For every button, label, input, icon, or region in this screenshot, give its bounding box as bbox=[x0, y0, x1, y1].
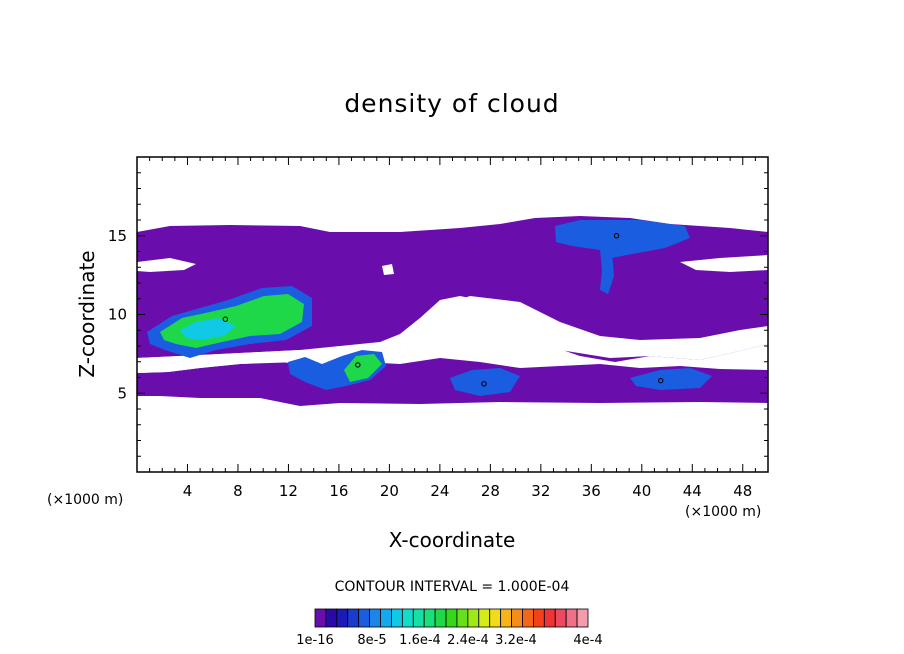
y-tick-label: 15 bbox=[108, 227, 127, 245]
colorbar-swatch bbox=[511, 608, 523, 628]
colorbar-swatch bbox=[434, 608, 447, 628]
colorbar-swatch bbox=[478, 608, 491, 628]
contour-interval-label: CONTOUR INTERVAL = 1.000E-04 bbox=[335, 579, 570, 595]
cloud-core-right-blue bbox=[555, 220, 690, 258]
colorbar-swatch bbox=[522, 608, 534, 628]
cloud-core-marker bbox=[481, 381, 487, 387]
cloud-gap bbox=[137, 258, 196, 272]
x-tick-label: 4 bbox=[183, 482, 193, 500]
x-axis-label: X-coordinate bbox=[389, 528, 516, 552]
x-tick-label: 20 bbox=[380, 482, 399, 500]
y-axis-label: Z-coordinate bbox=[75, 250, 99, 377]
cloud-core-marker bbox=[355, 362, 361, 368]
colorbar-swatch bbox=[489, 608, 502, 628]
x-tick-label: 8 bbox=[233, 482, 243, 500]
x-unit-label-right: (×1000 m) bbox=[685, 504, 761, 520]
colorbar-swatch bbox=[401, 608, 414, 628]
colorbar-swatch bbox=[380, 608, 392, 628]
colorbar-swatch bbox=[533, 608, 545, 628]
cloud-core-marker bbox=[613, 233, 620, 239]
colorbar-swatch bbox=[543, 608, 556, 628]
colorbar-label: 4e-4 bbox=[573, 633, 602, 648]
colorbar-label: 1.6e-4 bbox=[399, 633, 441, 648]
colorbar-swatch bbox=[423, 608, 436, 628]
colorbar-swatch bbox=[347, 608, 360, 628]
x-tick-label: 24 bbox=[430, 482, 449, 500]
cloud-core-mid-green bbox=[344, 354, 382, 382]
cloud-gap bbox=[137, 350, 300, 373]
chart-title: density of cloud bbox=[344, 89, 559, 118]
cloud-gap bbox=[680, 255, 768, 272]
colorbar-label: 1e-16 bbox=[296, 633, 334, 648]
cloud-core-left-cyan bbox=[180, 318, 236, 340]
colorbar-swatch bbox=[369, 608, 381, 628]
colorbar-swatch bbox=[456, 608, 469, 628]
cloud-gap bbox=[420, 296, 768, 360]
x-unit-label-left: (×1000 m) bbox=[47, 492, 123, 508]
y-tick-label: 10 bbox=[108, 306, 127, 324]
colorbar-swatch bbox=[391, 608, 403, 628]
x-tick-label: 28 bbox=[481, 482, 500, 500]
colorbar-swatch bbox=[500, 608, 512, 628]
x-tick-label: 44 bbox=[683, 482, 702, 500]
cloud-field bbox=[137, 216, 768, 406]
x-tick-label: 12 bbox=[279, 482, 298, 500]
x-tick-label: 40 bbox=[632, 482, 651, 500]
cloud-core-right-stem bbox=[600, 250, 614, 294]
x-tick-label: 36 bbox=[582, 482, 601, 500]
colorbar-swatch bbox=[467, 608, 480, 628]
y-tick-label: 5 bbox=[117, 384, 127, 402]
colorbar-swatch bbox=[358, 608, 370, 628]
colorbar-swatch bbox=[445, 608, 458, 628]
colorbar-swatch bbox=[336, 608, 349, 628]
cloud-gap bbox=[382, 264, 394, 275]
colorbar-label: 8e-5 bbox=[357, 633, 386, 648]
colorbar-swatch bbox=[554, 608, 567, 628]
cloud-core-lower-right-blue bbox=[630, 368, 712, 390]
cloud-core-marker bbox=[222, 316, 229, 322]
colorbar-swatch bbox=[576, 608, 589, 628]
x-tick-label: 16 bbox=[329, 482, 348, 500]
colorbar-swatch bbox=[412, 608, 425, 628]
colorbar-swatch bbox=[325, 608, 338, 628]
colorbar: 1e-16 8e-5 1.6e-4 2.4e-4 3.2e-4 4e-4 bbox=[296, 608, 603, 648]
colorbar-swatch bbox=[565, 608, 578, 628]
colorbar-swatch bbox=[314, 608, 327, 628]
colorbar-label: 2.4e-4 bbox=[447, 633, 489, 648]
x-tick-label: 32 bbox=[531, 482, 550, 500]
colorbar-label: 3.2e-4 bbox=[495, 633, 537, 648]
x-tick-label: 48 bbox=[733, 482, 752, 500]
cloud-core-marker bbox=[658, 377, 664, 384]
